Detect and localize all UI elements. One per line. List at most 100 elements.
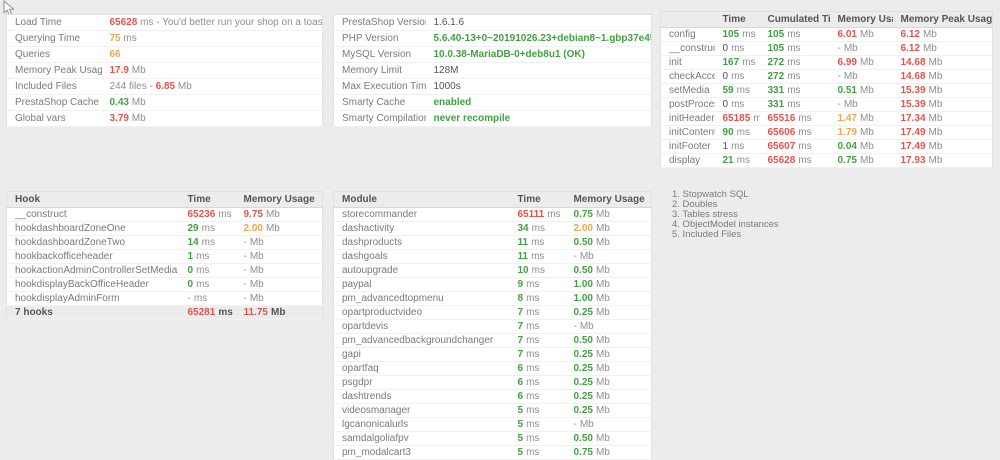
module-name: dashgoals — [333, 249, 510, 264]
value-text: 10.0.38-MariaDB-0+deb8u1 (OK) — [433, 49, 585, 60]
summary-label: Load Time — [6, 14, 102, 31]
memory-cell: 0.50 Mb — [565, 263, 652, 278]
summary-label: Memory Peak Usage — [6, 62, 102, 79]
cumulated-time-cell: 272 ms — [759, 69, 830, 84]
module-name: gapi — [333, 347, 510, 362]
time-cell: 7 ms — [509, 333, 566, 348]
environment-value: 10.0.38-MariaDB-0+deb8u1 (OK) — [425, 46, 652, 63]
environment-label: Max Execution Time — [333, 78, 426, 95]
environment-label: PHP Version — [333, 30, 426, 47]
hooks-total-memory: 11.75 Mb — [235, 305, 323, 320]
time-cell: 29 ms — [179, 221, 236, 236]
value-suffix: ms - You'd better run your shop on a toa… — [137, 17, 323, 28]
time-cell: 5 ms — [509, 417, 566, 432]
summary-value: 244 files - 6.85 Mb — [101, 78, 323, 95]
environment-row: PHP Version 5.6.40-13+0~20191026.23+debi… — [333, 30, 652, 47]
time-cell: 6 ms — [509, 375, 566, 390]
memory-cell: - Mb — [829, 97, 893, 112]
profile-step-name: init — [660, 55, 715, 70]
environment-row: Max Execution Time 1000s — [333, 78, 652, 95]
module-name: psgdpr — [333, 375, 510, 390]
summary-row: Queries 66 — [6, 46, 323, 63]
peak-memory-cell: 17.49 Mb — [892, 125, 993, 140]
time-cell: 0 ms — [714, 41, 760, 56]
environment-row: MySQL Version 10.0.38-MariaDB-0+deb8u1 (… — [333, 46, 652, 63]
hooks-table: Hook Time Memory Usage __construct 65236… — [6, 191, 323, 320]
time-cell: 7 ms — [509, 319, 566, 334]
module-name: pm_advancedtopmenu — [333, 291, 510, 306]
memory-cell: 2.00 Mb — [235, 221, 323, 236]
module-name: opartdevis — [333, 319, 510, 334]
profile-step-name: config — [660, 27, 715, 42]
memory-cell: - Mb — [235, 277, 323, 292]
cumulated-time-cell: 105 ms — [759, 27, 830, 42]
cumulated-time-cell: 65516 ms — [759, 111, 830, 126]
environment-value: 5.6.40-13+0~20191026.23+debian8~1.gbp37e… — [425, 30, 652, 47]
modules-header-row: Module Time Memory Usage — [333, 191, 652, 208]
module-row: psgdpr 6 ms 0.25 Mb — [333, 375, 652, 390]
cumulated-time-cell: 272 ms — [759, 55, 830, 70]
memory-cell: 0.51 Mb — [829, 83, 893, 98]
module-name: storecommander — [333, 207, 510, 222]
profiler-link[interactable]: 5. Included Files — [672, 229, 742, 240]
profile-step-name: checkAccess — [660, 69, 715, 84]
environment-value: 1.6.1.6 — [425, 14, 652, 31]
memory-cell: 1.00 Mb — [565, 291, 652, 306]
value-number: 17.9 — [109, 65, 129, 76]
hook-name: hookactionAdminControllerSetMedia — [6, 263, 180, 278]
hooks-total-label: 7 hooks — [6, 305, 180, 320]
summary-value: 3.79 Mb — [101, 110, 323, 127]
time-cell: 8 ms — [509, 291, 566, 306]
module-name: opartfaq — [333, 361, 510, 376]
time-cell: 65185ms — [714, 111, 760, 126]
time-cell: 65111 ms — [509, 207, 566, 222]
profiler-link[interactable]: 2. Doubles — [672, 199, 718, 210]
environment-value: enabled — [425, 94, 652, 111]
module-row: samdalgoliafpv 5 ms 0.50 Mb — [333, 431, 652, 446]
environment-label: Memory Limit — [333, 62, 426, 79]
time-cell: 11 ms — [509, 249, 566, 264]
module-row: pm_advancedbackgroundchanger 7 ms 0.50 Mb — [333, 333, 652, 348]
profile-header-peak: Memory Peak Usage — [892, 11, 993, 28]
profile-header-cumulated: Cumulated Time — [759, 11, 830, 28]
memory-cell: 6.99 Mb — [829, 55, 893, 70]
module-row: storecommander 65111 ms 0.75 Mb — [333, 207, 652, 222]
profile-step-name: display — [660, 153, 715, 168]
time-cell: 7 ms — [509, 305, 566, 320]
profiler-link[interactable]: 4. ObjectModel instances — [672, 219, 779, 230]
cumulated-time-cell: 105 ms — [759, 41, 830, 56]
summary-label: PrestaShop Cache — [6, 94, 102, 111]
module-name: dashtrends — [333, 389, 510, 404]
modules-header-time: Time — [509, 191, 566, 208]
module-name: samdalgoliafpv — [333, 431, 510, 446]
modules-table: Module Time Memory Usage storecommander … — [333, 191, 652, 460]
memory-cell: 0.50 Mb — [565, 235, 652, 250]
environment-row: Smarty Cache enabled — [333, 94, 652, 111]
memory-cell: 9.75 Mb — [235, 207, 323, 222]
memory-cell: 1.47 Mb — [829, 111, 893, 126]
memory-cell: 1.00 Mb — [565, 277, 652, 292]
cumulated-time-cell: 331 ms — [759, 83, 830, 98]
module-row: dashactivity 34 ms 2.00 Mb — [333, 221, 652, 236]
summary-row: Global vars 3.79 Mb — [6, 110, 323, 127]
time-cell: 0 ms — [179, 263, 236, 278]
memory-cell: - Mb — [565, 249, 652, 264]
hook-row: hookdashboardZoneOne 29 ms 2.00 Mb — [6, 221, 323, 236]
summary-value: 17.9 Mb — [101, 62, 323, 79]
value-number: 66 — [109, 49, 121, 60]
profiler-link[interactable]: 3. Tables stress — [672, 209, 738, 220]
hook-row: hookdashboardZoneTwo 14 ms - Mb — [6, 235, 323, 250]
summary-label: Included Files — [6, 78, 102, 95]
environment-table: PrestaShop Version 1.6.1.6 PHP Version 5… — [333, 14, 652, 127]
summary-value: 0.43 Mb — [101, 94, 323, 111]
hook-row: hookbackofficeheader 1 ms - Mb — [6, 249, 323, 264]
module-name: paypal — [333, 277, 510, 292]
environment-label: MySQL Version — [333, 46, 426, 63]
memory-cell: - Mb — [235, 263, 323, 278]
memory-cell: - Mb — [829, 69, 893, 84]
profiler-link[interactable]: 1. Stopwatch SQL — [672, 189, 749, 200]
environment-value: 128M — [425, 62, 652, 79]
profile-row: init 167 ms 272 ms 6.99 Mb 14.68 Mb — [660, 55, 993, 70]
value-text: 1.6.1.6 — [433, 17, 465, 28]
hook-row: __construct 65236 ms 9.75 Mb — [6, 207, 323, 222]
